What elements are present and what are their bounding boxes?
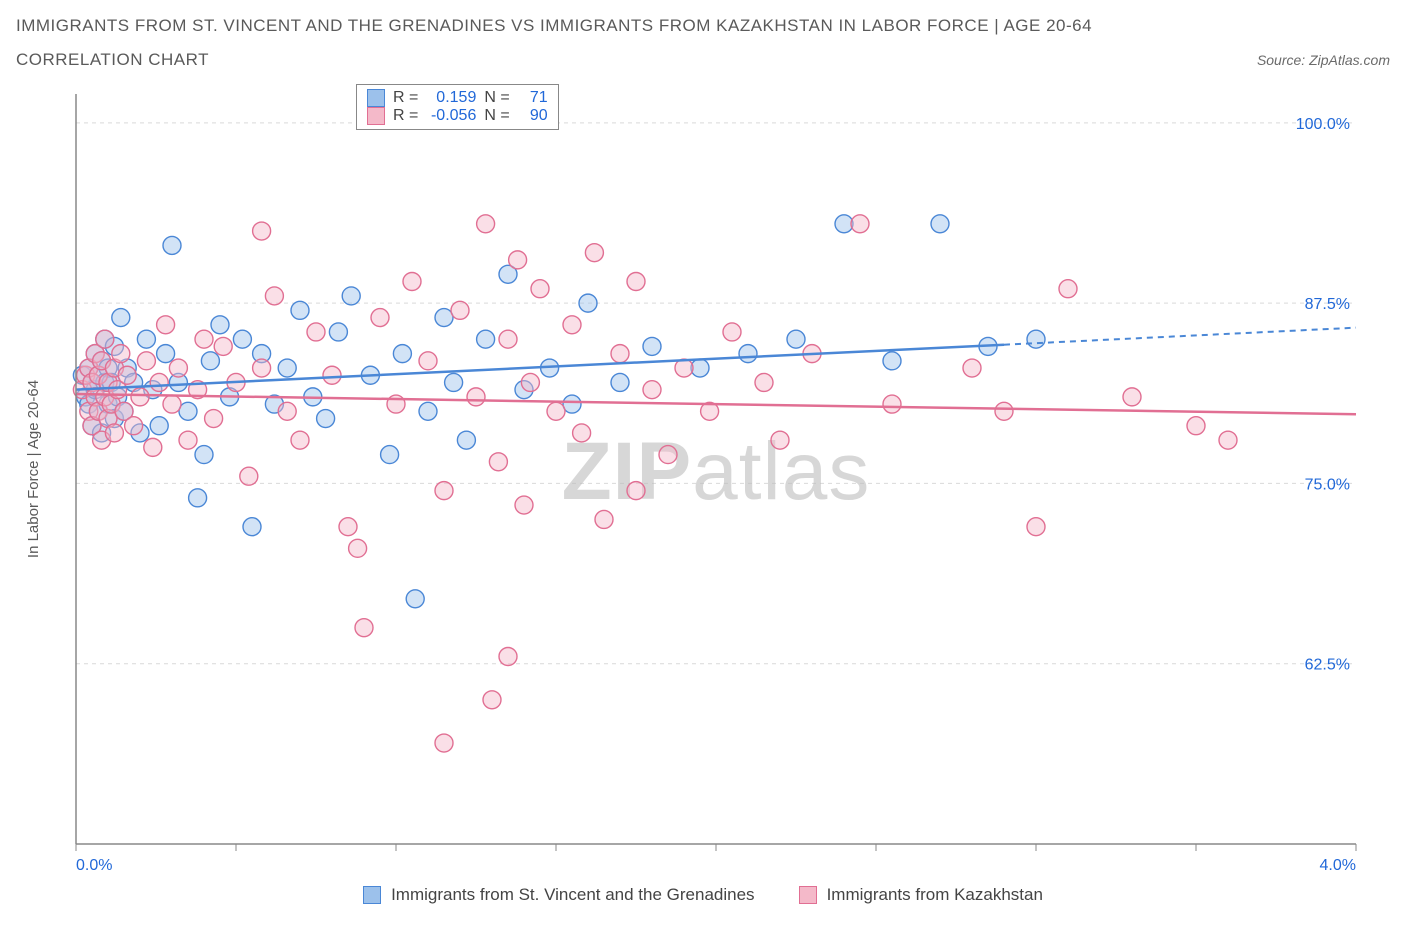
svg-text:87.5%: 87.5% xyxy=(1305,296,1350,313)
svg-text:75.0%: 75.0% xyxy=(1305,476,1350,493)
legend-row: R = -0.056 N = 90 xyxy=(367,107,548,125)
svg-text:0.0%: 0.0% xyxy=(76,857,112,874)
legend-row: R = 0.159 N = 71 xyxy=(367,89,548,107)
header-row: CORRELATION CHART Source: ZipAtlas.com xyxy=(16,50,1390,70)
svg-text:ZIPatlas: ZIPatlas xyxy=(562,426,871,517)
legend-n-label: N = xyxy=(484,107,509,125)
series-legend: Immigrants from St. Vincent and the Gren… xyxy=(16,879,1390,905)
legend-r-label: R = xyxy=(393,89,418,107)
svg-text:62.5%: 62.5% xyxy=(1305,657,1350,674)
legend-series-label: Immigrants from Kazakhstan xyxy=(827,885,1043,905)
legend-series-label: Immigrants from St. Vincent and the Gren… xyxy=(391,885,754,905)
legend-swatch-icon xyxy=(799,886,817,904)
scatter-chart: 62.5% 75.0% 87.5% 100.0% ZIPatlas 0.0% 4.0% In … xyxy=(16,84,1376,874)
legend-swatch-icon xyxy=(363,886,381,904)
chart-title-line2: CORRELATION CHART xyxy=(16,50,209,70)
legend-item: Immigrants from Kazakhstan xyxy=(799,885,1043,905)
svg-text:4.0%: 4.0% xyxy=(1320,857,1356,874)
legend-r-value: 0.159 xyxy=(426,89,476,107)
legend-n-value: 71 xyxy=(518,89,548,107)
legend-item: Immigrants from St. Vincent and the Gren… xyxy=(363,885,754,905)
svg-text:In Labor Force | Age 20-64: In Labor Force | Age 20-64 xyxy=(25,380,42,558)
svg-text:100.0%: 100.0% xyxy=(1296,116,1350,133)
legend-n-label: N = xyxy=(484,89,509,107)
chart-title-line1: IMMIGRANTS FROM ST. VINCENT AND THE GREN… xyxy=(16,16,1390,36)
legend-r-label: R = xyxy=(393,107,418,125)
chart-container: R = 0.159 N = 71 R = -0.056 N = 90 62.5%… xyxy=(16,84,1390,905)
source-label: Source: ZipAtlas.com xyxy=(1257,52,1390,68)
legend-swatch-icon xyxy=(367,107,385,125)
correlation-legend: R = 0.159 N = 71 R = -0.056 N = 90 xyxy=(356,84,559,130)
legend-n-value: 90 xyxy=(518,107,548,125)
legend-swatch-icon xyxy=(367,89,385,107)
legend-r-value: -0.056 xyxy=(426,107,476,125)
